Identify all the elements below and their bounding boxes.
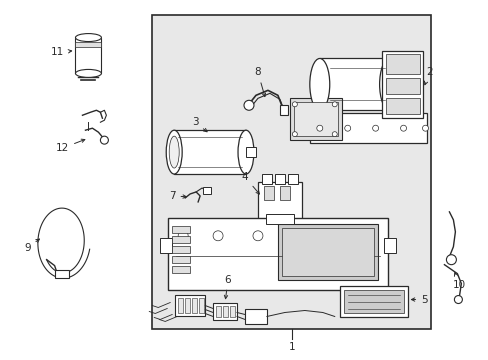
Text: 6: 6 — [224, 275, 231, 299]
Bar — [152, 15, 430, 329]
Bar — [213, 302, 237, 320]
Bar — [279, 186, 289, 200]
Bar — [75, 37, 101, 73]
Bar — [264, 186, 273, 200]
Ellipse shape — [169, 136, 179, 168]
Ellipse shape — [309, 58, 329, 110]
Bar — [385, 78, 419, 94]
Bar — [223, 306, 227, 318]
Bar — [178, 298, 183, 314]
Bar — [277, 224, 377, 280]
Text: 7: 7 — [168, 191, 186, 201]
Ellipse shape — [379, 58, 399, 110]
Circle shape — [244, 100, 253, 110]
Text: 1: 1 — [288, 342, 295, 352]
Bar — [203, 187, 211, 194]
Circle shape — [344, 125, 350, 131]
Circle shape — [400, 125, 406, 131]
Bar — [339, 285, 407, 318]
Circle shape — [213, 231, 223, 241]
Circle shape — [292, 132, 297, 137]
Bar — [216, 306, 221, 318]
Bar — [309, 113, 427, 143]
Text: 10: 10 — [452, 273, 465, 289]
Text: 8: 8 — [254, 67, 265, 96]
Bar — [168, 218, 387, 289]
Bar — [172, 256, 190, 263]
Circle shape — [372, 125, 378, 131]
Circle shape — [292, 102, 297, 107]
Bar — [343, 289, 403, 314]
Bar — [293, 102, 337, 136]
Bar — [381, 50, 423, 118]
Bar — [289, 98, 341, 140]
Text: 12: 12 — [56, 139, 84, 153]
Ellipse shape — [238, 130, 253, 174]
Circle shape — [331, 132, 337, 137]
Bar — [185, 298, 190, 314]
Circle shape — [446, 255, 455, 265]
Bar — [175, 294, 204, 316]
Circle shape — [316, 125, 322, 131]
Circle shape — [178, 231, 188, 241]
Bar — [55, 270, 68, 278]
Circle shape — [302, 231, 312, 241]
Circle shape — [100, 136, 108, 144]
Bar — [160, 238, 172, 253]
Bar — [279, 105, 287, 115]
Text: 9: 9 — [24, 239, 40, 253]
Bar — [244, 309, 266, 324]
Bar — [265, 214, 293, 224]
Bar — [383, 238, 395, 253]
Text: 3: 3 — [191, 117, 206, 132]
Text: 4: 4 — [241, 172, 259, 194]
Circle shape — [453, 296, 462, 303]
Bar — [385, 54, 419, 75]
Bar — [245, 147, 255, 157]
Text: 2: 2 — [424, 67, 432, 85]
Bar — [258, 182, 301, 222]
Bar — [262, 174, 271, 184]
Bar — [192, 298, 197, 314]
Ellipse shape — [166, 130, 182, 174]
Bar — [174, 130, 245, 174]
Bar — [172, 226, 190, 233]
Bar — [75, 41, 101, 46]
Text: 5: 5 — [410, 294, 427, 305]
Bar — [319, 58, 389, 110]
Bar — [172, 246, 190, 253]
Bar — [385, 98, 419, 114]
Ellipse shape — [75, 69, 101, 77]
Bar — [172, 266, 190, 273]
Circle shape — [252, 231, 263, 241]
Circle shape — [422, 125, 427, 131]
Bar — [229, 306, 235, 318]
Ellipse shape — [75, 33, 101, 41]
Text: 11: 11 — [51, 48, 72, 58]
Bar — [274, 174, 285, 184]
Bar — [199, 298, 203, 314]
Circle shape — [331, 102, 337, 107]
Bar — [287, 174, 297, 184]
Bar — [281, 228, 373, 276]
Bar — [172, 236, 190, 243]
Circle shape — [352, 231, 362, 241]
